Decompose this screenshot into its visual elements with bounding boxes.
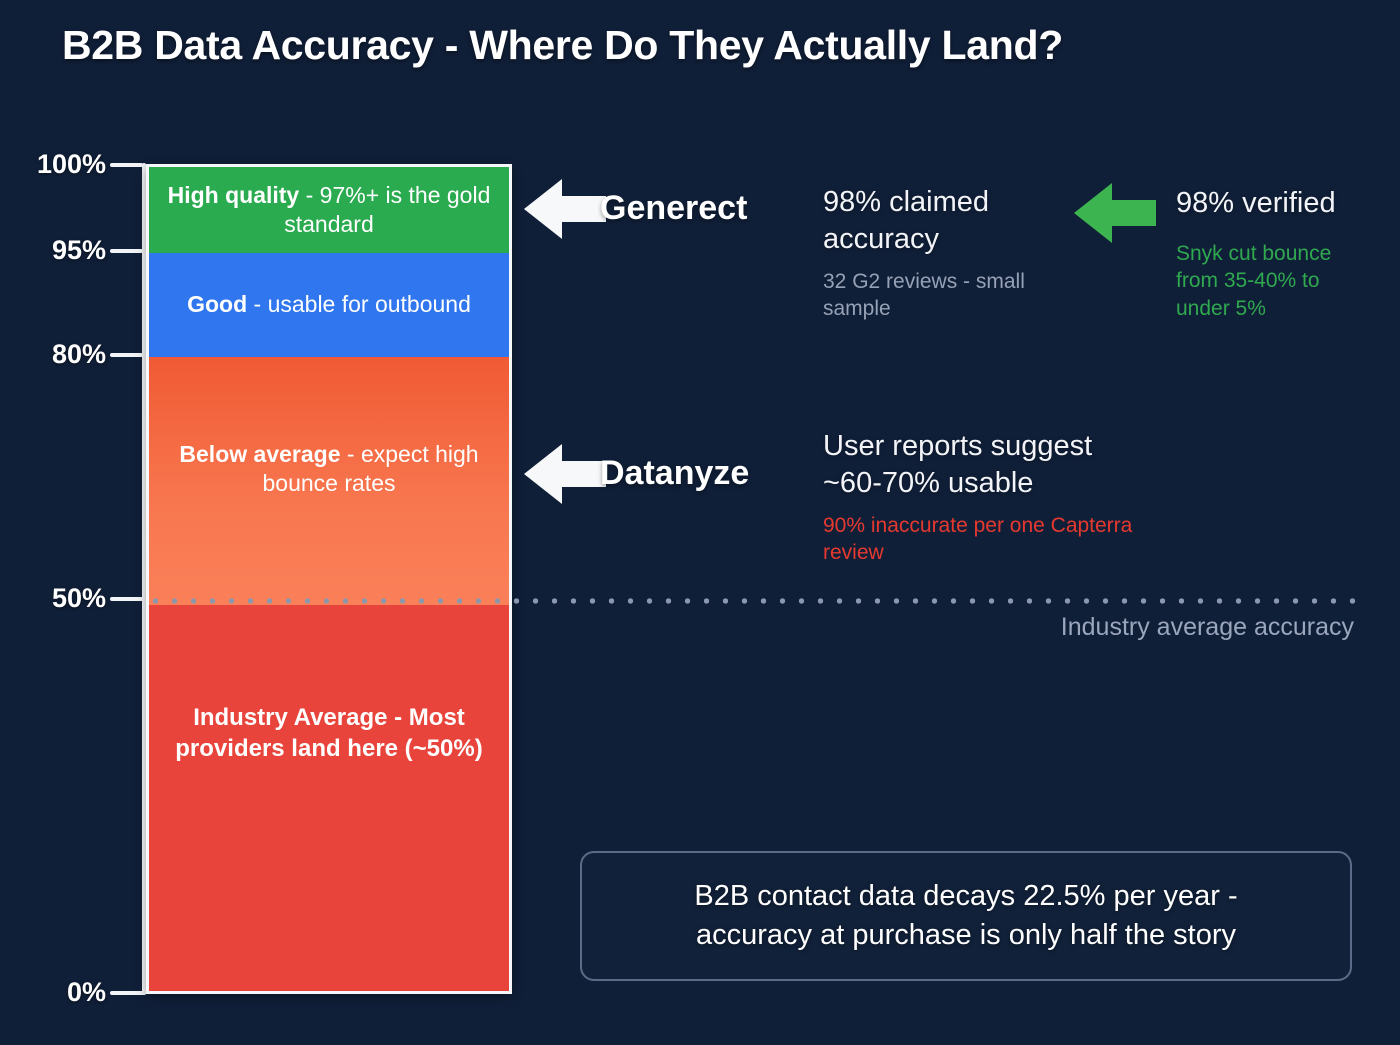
datanyze-review-note: 90% inaccurate per one Capterra review [823, 512, 1132, 567]
axis-tick-100 [110, 163, 143, 167]
decay-callout-line1: B2B contact data decays 22.5% per year - [694, 880, 1238, 913]
datanyze-claim-line2: ~60-70% usable [823, 467, 1034, 500]
generect-source-line2: sample [823, 297, 891, 321]
segment-good-label: Good - usable for outbound [187, 290, 471, 319]
segment-high-quality-label: High quality - 97%+ is the gold standard [163, 181, 495, 240]
datanyze-review-line1: 90% inaccurate per one Capterra [823, 514, 1133, 537]
verified-claim-text: 98% verified [1176, 185, 1336, 222]
segment-industry-average: Industry Average - Most providers land h… [149, 605, 509, 991]
industry-average-reference-line [146, 597, 1356, 605]
axis-tick-95 [110, 249, 143, 253]
verified-claim-line1: 98% verified [1176, 187, 1336, 219]
y-axis-line [142, 163, 146, 995]
axis-label-50: 50% [51, 583, 106, 613]
segment-good: Good - usable for outbound [149, 253, 509, 357]
axis-label-0: 0% [66, 977, 106, 1007]
decay-callout-box: B2B contact data decays 22.5% per year -… [580, 851, 1352, 981]
generect-arrow-icon [524, 178, 606, 240]
generect-claim-line2: accuracy [823, 223, 940, 256]
axis-label-95: 95% [51, 235, 106, 265]
segment-high-quality-rest: - 97%+ is the gold standard [284, 181, 491, 237]
datanyze-review-line2: review [823, 541, 884, 565]
axis-tick-50 [110, 597, 143, 601]
stacked-accuracy-bar: High quality - 97%+ is the gold standard… [146, 164, 512, 994]
datanyze-claim-text: User reports suggest ~60-70% usable [823, 428, 1092, 502]
segment-good-bold: Good [187, 291, 248, 318]
page-title: B2B Data Accuracy - Where Do They Actual… [62, 22, 1063, 68]
axis-label-100: 100% [36, 149, 106, 179]
segment-below-average: Below average - expect high bounce rates [149, 357, 509, 605]
segment-high-quality-bold: High quality [167, 181, 300, 208]
verified-proof-line1: Snyk cut bounce [1176, 242, 1332, 265]
segment-below-average-label: Below average - expect high bounce rates [163, 440, 495, 499]
verified-proof-note: Snyk cut bounce from 35-40% to under 5% [1176, 240, 1331, 322]
generect-source-line1: 32 G2 reviews - small [823, 270, 1025, 293]
industry-average-reference-label: Industry average accuracy [1060, 613, 1354, 641]
generect-claim-line1: 98% claimed [823, 186, 990, 218]
verified-proof-line2: from 35-40% to [1176, 269, 1320, 293]
verified-arrow-icon [1074, 182, 1156, 244]
datanyze-claim-line1: User reports suggest [823, 430, 1093, 462]
segment-below-average-rest: - expect high bounce rates [262, 440, 479, 496]
segment-below-average-bold: Below average [179, 440, 341, 467]
decay-callout-line2: accuracy at purchase is only half the st… [696, 919, 1236, 951]
decay-callout-text: B2B contact data decays 22.5% per year -… [694, 877, 1237, 954]
segment-industry-average-label: Industry Average - Most providers land h… [175, 703, 483, 762]
datanyze-label: Datanyze [600, 454, 750, 492]
generect-source-note: 32 G2 reviews - small sample [823, 268, 1025, 323]
segment-good-rest: - usable for outbound [247, 291, 471, 318]
datanyze-arrow-icon [524, 443, 606, 505]
verified-proof-line3: under 5% [1176, 296, 1266, 320]
generect-claim-text: 98% claimed accuracy [823, 184, 989, 258]
y-axis-base-tick [110, 991, 146, 995]
generect-label: Generect [600, 189, 748, 227]
axis-label-80: 80% [51, 339, 106, 369]
segment-high-quality: High quality - 97%+ is the gold standard [149, 167, 509, 253]
axis-tick-80 [110, 353, 143, 357]
